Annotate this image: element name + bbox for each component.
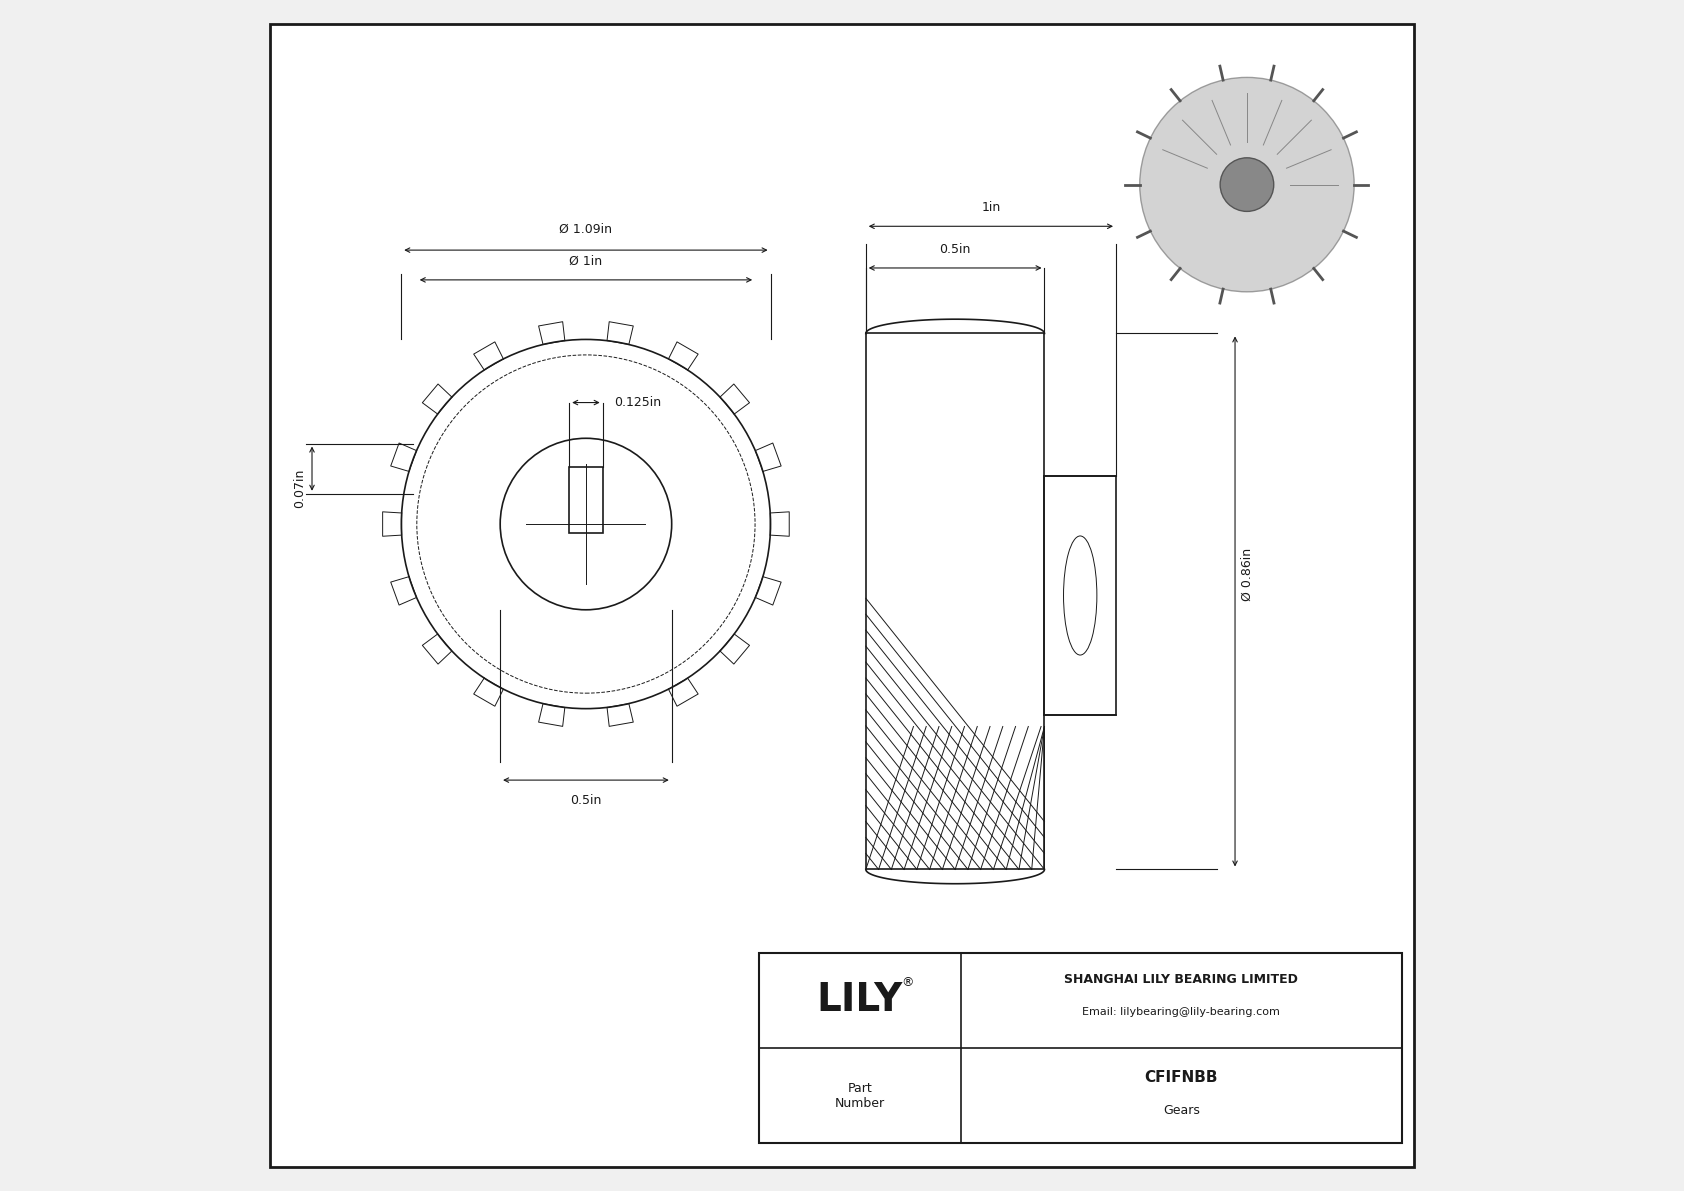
Text: 1in: 1in xyxy=(982,201,1000,214)
Text: 0.125in: 0.125in xyxy=(615,397,662,409)
Text: Email: lilybearing@lily-bearing.com: Email: lilybearing@lily-bearing.com xyxy=(1083,1008,1280,1017)
Text: Ø 1in: Ø 1in xyxy=(569,255,603,268)
Text: Gears: Gears xyxy=(1164,1104,1201,1116)
Text: LILY: LILY xyxy=(817,981,903,1019)
Text: 0.5in: 0.5in xyxy=(571,794,601,807)
FancyBboxPatch shape xyxy=(271,24,1413,1167)
Text: Ø 1.09in: Ø 1.09in xyxy=(559,223,613,236)
Text: ®: ® xyxy=(901,977,914,989)
Text: 0.07in: 0.07in xyxy=(293,469,306,509)
Text: Part
Number: Part Number xyxy=(835,1081,884,1110)
Bar xyxy=(569,467,603,532)
Circle shape xyxy=(1221,158,1273,212)
Text: SHANGHAI LILY BEARING LIMITED: SHANGHAI LILY BEARING LIMITED xyxy=(1064,973,1298,985)
Text: 0.5in: 0.5in xyxy=(940,243,972,256)
Bar xyxy=(1044,476,1116,715)
Bar xyxy=(758,953,1401,1143)
Text: CFIFNBB: CFIFNBB xyxy=(1145,1071,1218,1085)
Bar xyxy=(866,333,1044,869)
Text: Ø 0.86in: Ø 0.86in xyxy=(1241,548,1253,601)
Circle shape xyxy=(1140,77,1354,292)
